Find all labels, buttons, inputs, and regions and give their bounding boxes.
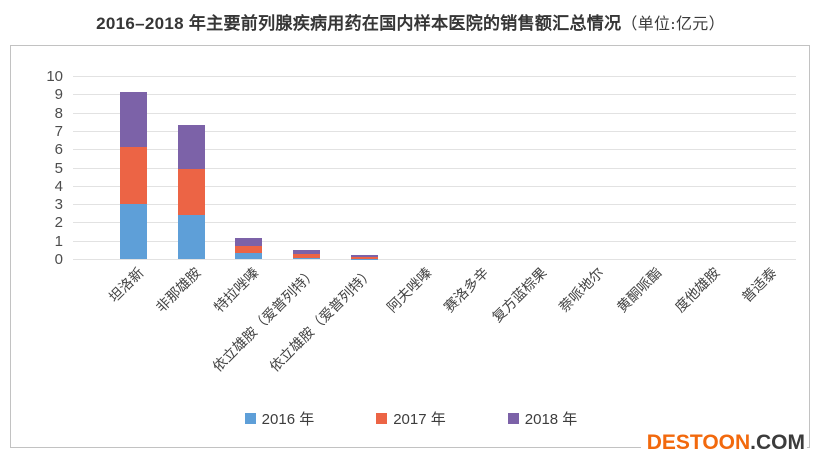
legend-swatch — [507, 413, 519, 424]
legend-swatch — [376, 413, 388, 424]
bar-segment — [235, 252, 263, 259]
bar-segment — [120, 204, 148, 259]
y-axis-label: 2 — [54, 214, 63, 232]
chart-area: 0 1 2 3 4 5 6 7 8 9 10 坦洛新 非那雄胺 特拉唑嗪 依立雄胺（爱普列特） 依立雄胺（爱普… — [10, 45, 811, 456]
gridline — [73, 76, 796, 77]
bar-segment — [293, 249, 321, 254]
y-axis-label: 9 — [54, 86, 63, 104]
y-axis-label: 4 — [54, 177, 63, 195]
gridline — [73, 94, 796, 96]
y-axis-label: 8 — [54, 104, 63, 122]
x-axis-label: 复方蓝棕果 — [488, 264, 550, 326]
legend-item: 2016 年 — [244, 408, 315, 429]
y-axis-label: 0 — [54, 251, 63, 268]
y-axis-label: 1 — [54, 232, 63, 250]
x-axis-label: 黄酮哌酯 — [613, 264, 665, 316]
watermark: DESTOON.COM — [640, 430, 807, 456]
gridline — [73, 204, 796, 206]
legend: 2016 年 2017 年 2018 年 — [11, 408, 811, 429]
bar-segment — [120, 147, 148, 205]
x-axis-label: 非那雄胺 — [153, 264, 204, 316]
watermark-tld: .COM — [750, 431, 805, 454]
y-axis-label: 5 — [54, 159, 63, 177]
x-axis-label: 坦洛新 — [105, 264, 147, 306]
gridline — [73, 167, 796, 169]
x-axis-label: 赛洛多辛 — [440, 264, 492, 316]
x-axis-label: 依立雄胺（爱普列特） — [208, 264, 320, 375]
page-title-text: 2016–2018 年主要前列腺疾病用药在国内样本医院的销售额汇总情况 — [96, 14, 622, 33]
x-axis-label: 萘哌地尔 — [556, 264, 608, 316]
y-axis-label: 10 — [46, 68, 63, 85]
bar-segment — [293, 253, 321, 259]
legend-label: 2017 年 — [393, 411, 446, 428]
gridline — [73, 222, 796, 224]
x-axis-label: 普适泰 — [738, 264, 780, 306]
page-title: 2016–2018 年主要前列腺疾病用药在国内样本医院的销售额汇总情况（单位:亿… — [0, 9, 821, 34]
x-axis-label: 依立雄胺（爱普列特） — [266, 264, 377, 375]
y-axis-label: 7 — [54, 122, 63, 140]
x-axis-label: 度他雄胺 — [671, 264, 723, 316]
gridline — [73, 259, 796, 260]
bar-segment — [235, 246, 263, 253]
bar-segment — [177, 169, 205, 216]
bar-segment — [177, 215, 205, 259]
watermark-brand: DESTOON — [646, 431, 751, 454]
legend-item: 2018 年 — [507, 408, 578, 429]
legend-item: 2017 年 — [376, 408, 446, 429]
gridline — [73, 240, 796, 242]
bar-segment — [177, 125, 205, 170]
x-axis-label: 阿夫唑嗪 — [383, 264, 435, 316]
x-axis-label: 特拉唑嗪 — [210, 264, 262, 316]
gridline — [73, 149, 796, 151]
bar-segment — [120, 92, 148, 148]
gridline — [73, 185, 796, 187]
bar-segment — [350, 257, 378, 259]
gridline — [73, 130, 796, 132]
y-axis-label: 6 — [54, 141, 63, 159]
legend-label: 2018 年 — [524, 411, 578, 428]
bar-segment — [293, 258, 321, 259]
gridline — [73, 112, 796, 114]
bar-segment — [350, 255, 378, 258]
legend-swatch — [244, 413, 256, 424]
y-axis-label: 3 — [54, 196, 63, 214]
bar-segment — [235, 237, 263, 246]
page-title-unit: （单位:亿元） — [621, 14, 725, 33]
legend-label: 2016 年 — [261, 411, 315, 428]
